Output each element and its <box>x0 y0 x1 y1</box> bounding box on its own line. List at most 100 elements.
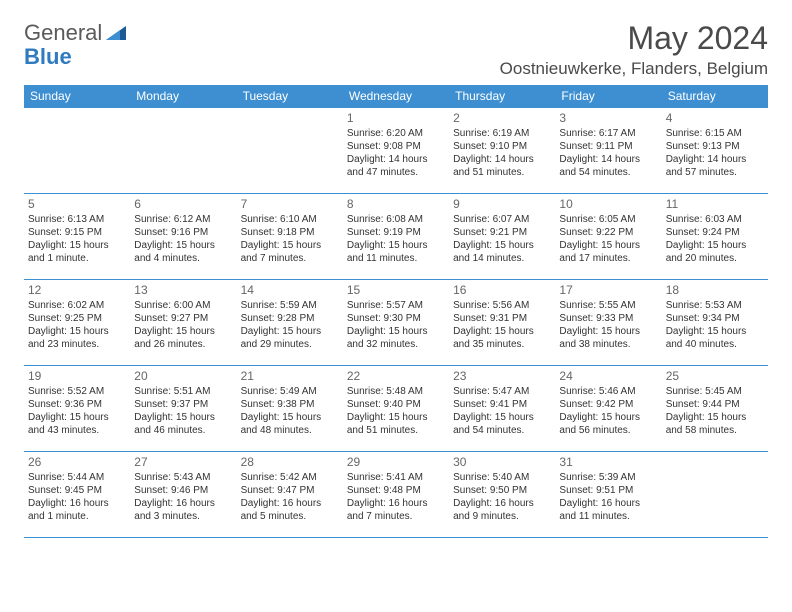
day-detail: Daylight: 15 hours <box>453 325 551 338</box>
calendar-row: 19Sunrise: 5:52 AMSunset: 9:36 PMDayligh… <box>24 366 768 452</box>
day-number: 27 <box>134 455 232 469</box>
day-detail: Sunrise: 5:57 AM <box>347 299 445 312</box>
day-detail: Sunrise: 5:53 AM <box>666 299 764 312</box>
day-cell: 13Sunrise: 6:00 AMSunset: 9:27 PMDayligh… <box>130 280 236 366</box>
day-detail: Daylight: 16 hours <box>559 497 657 510</box>
day-detail: Sunset: 9:40 PM <box>347 398 445 411</box>
day-detail: Sunrise: 5:51 AM <box>134 385 232 398</box>
day-detail: and 56 minutes. <box>559 424 657 437</box>
day-detail: and 32 minutes. <box>347 338 445 351</box>
day-number: 3 <box>559 111 657 125</box>
day-number: 28 <box>241 455 339 469</box>
day-cell <box>24 108 130 194</box>
day-detail: Daylight: 15 hours <box>241 325 339 338</box>
day-detail: Sunset: 9:37 PM <box>134 398 232 411</box>
day-number: 22 <box>347 369 445 383</box>
weekday-header: Wednesday <box>343 85 449 108</box>
day-detail: Sunrise: 5:42 AM <box>241 471 339 484</box>
day-detail: Sunset: 9:42 PM <box>559 398 657 411</box>
day-detail: Sunrise: 5:41 AM <box>347 471 445 484</box>
day-cell <box>662 452 768 538</box>
day-detail: Sunrise: 5:47 AM <box>453 385 551 398</box>
day-detail: and 4 minutes. <box>134 252 232 265</box>
day-detail: Sunrise: 5:52 AM <box>28 385 126 398</box>
day-cell: 1Sunrise: 6:20 AMSunset: 9:08 PMDaylight… <box>343 108 449 194</box>
day-detail: Daylight: 15 hours <box>559 325 657 338</box>
day-detail: and 1 minute. <box>28 252 126 265</box>
day-cell: 19Sunrise: 5:52 AMSunset: 9:36 PMDayligh… <box>24 366 130 452</box>
day-detail: and 51 minutes. <box>347 424 445 437</box>
day-detail: Sunset: 9:21 PM <box>453 226 551 239</box>
day-detail: and 11 minutes. <box>559 510 657 523</box>
weekday-header: Friday <box>555 85 661 108</box>
day-detail: Sunset: 9:25 PM <box>28 312 126 325</box>
day-detail: Daylight: 14 hours <box>559 153 657 166</box>
calendar-row: 26Sunrise: 5:44 AMSunset: 9:45 PMDayligh… <box>24 452 768 538</box>
day-cell: 14Sunrise: 5:59 AMSunset: 9:28 PMDayligh… <box>237 280 343 366</box>
day-number: 2 <box>453 111 551 125</box>
day-detail: and 1 minute. <box>28 510 126 523</box>
day-detail: Sunset: 9:11 PM <box>559 140 657 153</box>
day-detail: Sunrise: 5:43 AM <box>134 471 232 484</box>
day-detail: Daylight: 16 hours <box>347 497 445 510</box>
day-cell: 23Sunrise: 5:47 AMSunset: 9:41 PMDayligh… <box>449 366 555 452</box>
day-cell: 5Sunrise: 6:13 AMSunset: 9:15 PMDaylight… <box>24 194 130 280</box>
day-detail: Daylight: 15 hours <box>453 239 551 252</box>
day-detail: Sunrise: 6:13 AM <box>28 213 126 226</box>
day-number: 14 <box>241 283 339 297</box>
month-title: May 2024 <box>500 20 768 57</box>
weekday-header: Thursday <box>449 85 555 108</box>
day-detail: Sunrise: 6:15 AM <box>666 127 764 140</box>
day-detail: Sunset: 9:30 PM <box>347 312 445 325</box>
day-number: 13 <box>134 283 232 297</box>
day-cell: 29Sunrise: 5:41 AMSunset: 9:48 PMDayligh… <box>343 452 449 538</box>
day-detail: Sunset: 9:33 PM <box>559 312 657 325</box>
day-detail: and 14 minutes. <box>453 252 551 265</box>
day-detail: Daylight: 15 hours <box>347 411 445 424</box>
day-cell: 22 Sunrise: 5:48 AMSunset: 9:40 PMDayligh… <box>343 366 449 452</box>
day-detail: Sunrise: 6:03 AM <box>666 213 764 226</box>
logo-text-2: Blue <box>24 44 72 70</box>
location: Oostnieuwkerke, Flanders, Belgium <box>500 59 768 79</box>
day-detail: Sunset: 9:47 PM <box>241 484 339 497</box>
day-number: 6 <box>134 197 232 211</box>
day-cell: 6Sunrise: 6:12 AMSunset: 9:16 PMDaylight… <box>130 194 236 280</box>
day-detail: and 57 minutes. <box>666 166 764 179</box>
day-detail: Sunrise: 5:59 AM <box>241 299 339 312</box>
day-detail: and 26 minutes. <box>134 338 232 351</box>
day-detail: Sunrise: 6:17 AM <box>559 127 657 140</box>
day-detail: Daylight: 15 hours <box>559 411 657 424</box>
day-detail: and 54 minutes. <box>559 166 657 179</box>
day-number: 21 <box>241 369 339 383</box>
weekday-header: Tuesday <box>237 85 343 108</box>
day-detail: Daylight: 15 hours <box>666 325 764 338</box>
day-detail: Sunrise: 5:48 AM <box>347 385 445 398</box>
day-detail: Daylight: 16 hours <box>241 497 339 510</box>
day-detail: and 58 minutes. <box>666 424 764 437</box>
day-detail: Sunrise: 5:44 AM <box>28 471 126 484</box>
day-detail: Sunset: 9:34 PM <box>666 312 764 325</box>
logo-triangle-icon <box>106 24 128 42</box>
day-detail: Sunrise: 6:20 AM <box>347 127 445 140</box>
day-number: 30 <box>453 455 551 469</box>
day-detail: Daylight: 16 hours <box>453 497 551 510</box>
day-detail: Sunrise: 6:07 AM <box>453 213 551 226</box>
weekday-header: Saturday <box>662 85 768 108</box>
day-number: 29 <box>347 455 445 469</box>
day-detail: Sunrise: 5:39 AM <box>559 471 657 484</box>
logo: General <box>24 20 130 46</box>
day-detail: and 9 minutes. <box>453 510 551 523</box>
day-detail: Sunrise: 5:46 AM <box>559 385 657 398</box>
day-detail: and 23 minutes. <box>28 338 126 351</box>
day-cell: 4Sunrise: 6:15 AMSunset: 9:13 PMDaylight… <box>662 108 768 194</box>
day-detail: and 11 minutes. <box>347 252 445 265</box>
day-detail: Daylight: 15 hours <box>241 239 339 252</box>
day-detail: Sunrise: 6:10 AM <box>241 213 339 226</box>
day-cell: 12Sunrise: 6:02 AMSunset: 9:25 PMDayligh… <box>24 280 130 366</box>
day-detail: Daylight: 14 hours <box>347 153 445 166</box>
day-detail: Daylight: 15 hours <box>666 411 764 424</box>
day-number: 16 <box>453 283 551 297</box>
title-block: May 2024 Oostnieuwkerke, Flanders, Belgi… <box>500 20 768 79</box>
day-detail: Sunrise: 5:55 AM <box>559 299 657 312</box>
day-number: 9 <box>453 197 551 211</box>
